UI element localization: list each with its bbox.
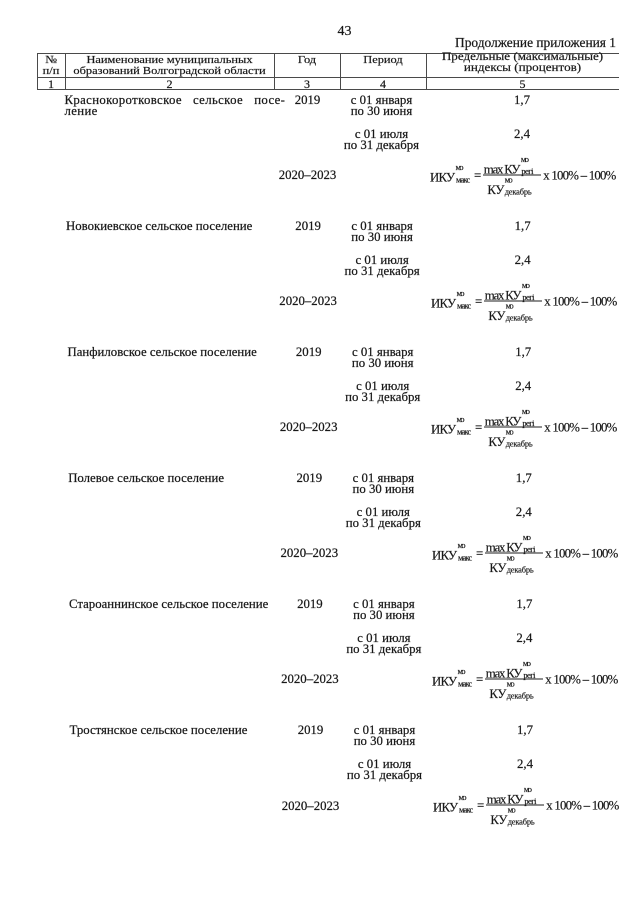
svg-text:ИКУ: ИКУ (431, 422, 457, 436)
svg-text:х 100% – 100%: х 100% – 100% (543, 168, 616, 182)
svg-text:max КУ: max КУ (484, 288, 522, 302)
svg-text:max КУ: max КУ (487, 792, 525, 806)
svg-text:декабрь: декабрь (508, 817, 535, 826)
svg-text:ИКУ: ИКУ (431, 296, 457, 310)
svg-text:ИКУ: ИКУ (430, 170, 456, 184)
svg-text:декабрь: декабрь (506, 565, 533, 574)
svg-text:макс: макс (456, 175, 470, 184)
svg-text:мо: мо (458, 666, 466, 675)
svg-text:мо: мо (456, 162, 464, 171)
svg-text:мо: мо (508, 805, 516, 814)
svg-text:макс: макс (458, 553, 472, 562)
svg-text:=: = (474, 168, 481, 182)
svg-text:макс: макс (458, 679, 472, 688)
svg-text:х 100% – 100%: х 100% – 100% (546, 672, 619, 686)
svg-text:мо: мо (522, 407, 530, 416)
svg-text:декабрь: декабрь (505, 187, 532, 196)
svg-text:регi: регi (524, 671, 537, 680)
svg-text:регi: регi (523, 419, 536, 428)
svg-text:max КУ: max КУ (484, 162, 522, 176)
svg-text:мо: мо (506, 427, 514, 436)
svg-text:регi: регi (523, 545, 536, 554)
svg-text:мо: мо (505, 301, 513, 310)
svg-text:мо: мо (506, 553, 514, 562)
svg-text:мо: мо (524, 785, 532, 794)
svg-text:КУ: КУ (490, 687, 508, 701)
svg-text:мо: мо (523, 533, 531, 542)
svg-text:регi: регi (521, 167, 534, 176)
svg-text:мо: мо (457, 540, 465, 549)
svg-text:мо: мо (521, 155, 529, 164)
svg-text:max КУ: max КУ (485, 414, 523, 428)
svg-text:х 100% – 100%: х 100% – 100% (544, 420, 617, 434)
svg-text:регi: регi (524, 797, 537, 806)
svg-text:мо: мо (507, 679, 515, 688)
svg-text:КУ: КУ (489, 435, 507, 449)
svg-text:регi: регi (522, 293, 535, 302)
svg-text:КУ: КУ (489, 561, 507, 575)
svg-text:макс: макс (459, 805, 473, 814)
svg-text:КУ: КУ (487, 183, 505, 197)
svg-text:декабрь: декабрь (506, 439, 533, 448)
svg-text:max КУ: max КУ (486, 540, 524, 554)
svg-text:=: = (476, 546, 483, 560)
svg-text:х 100% – 100%: х 100% – 100% (546, 798, 619, 812)
svg-text:мо: мо (521, 281, 529, 290)
svg-text:мо: мо (523, 659, 531, 668)
svg-text:мо: мо (459, 793, 467, 802)
svg-text:=: = (477, 798, 484, 812)
svg-text:декабрь: декабрь (505, 313, 532, 322)
svg-text:ИКУ: ИКУ (432, 674, 458, 688)
svg-text:макс: макс (457, 427, 471, 436)
svg-text:декабрь: декабрь (507, 691, 534, 700)
svg-text:х 100% – 100%: х 100% – 100% (544, 294, 617, 308)
svg-text:КУ: КУ (490, 813, 508, 827)
svg-text:max КУ: max КУ (486, 666, 524, 680)
svg-text:=: = (475, 420, 482, 434)
svg-text:=: = (475, 294, 482, 308)
svg-text:мо: мо (457, 414, 465, 423)
svg-text:макс: макс (457, 301, 471, 310)
svg-text:КУ: КУ (488, 309, 506, 323)
svg-text:ИКУ: ИКУ (433, 800, 459, 814)
svg-text:мо: мо (505, 175, 513, 184)
svg-text:мо: мо (456, 288, 464, 297)
svg-text:=: = (476, 672, 483, 686)
svg-text:х 100% – 100%: х 100% – 100% (545, 546, 618, 560)
svg-text:ИКУ: ИКУ (432, 548, 458, 562)
